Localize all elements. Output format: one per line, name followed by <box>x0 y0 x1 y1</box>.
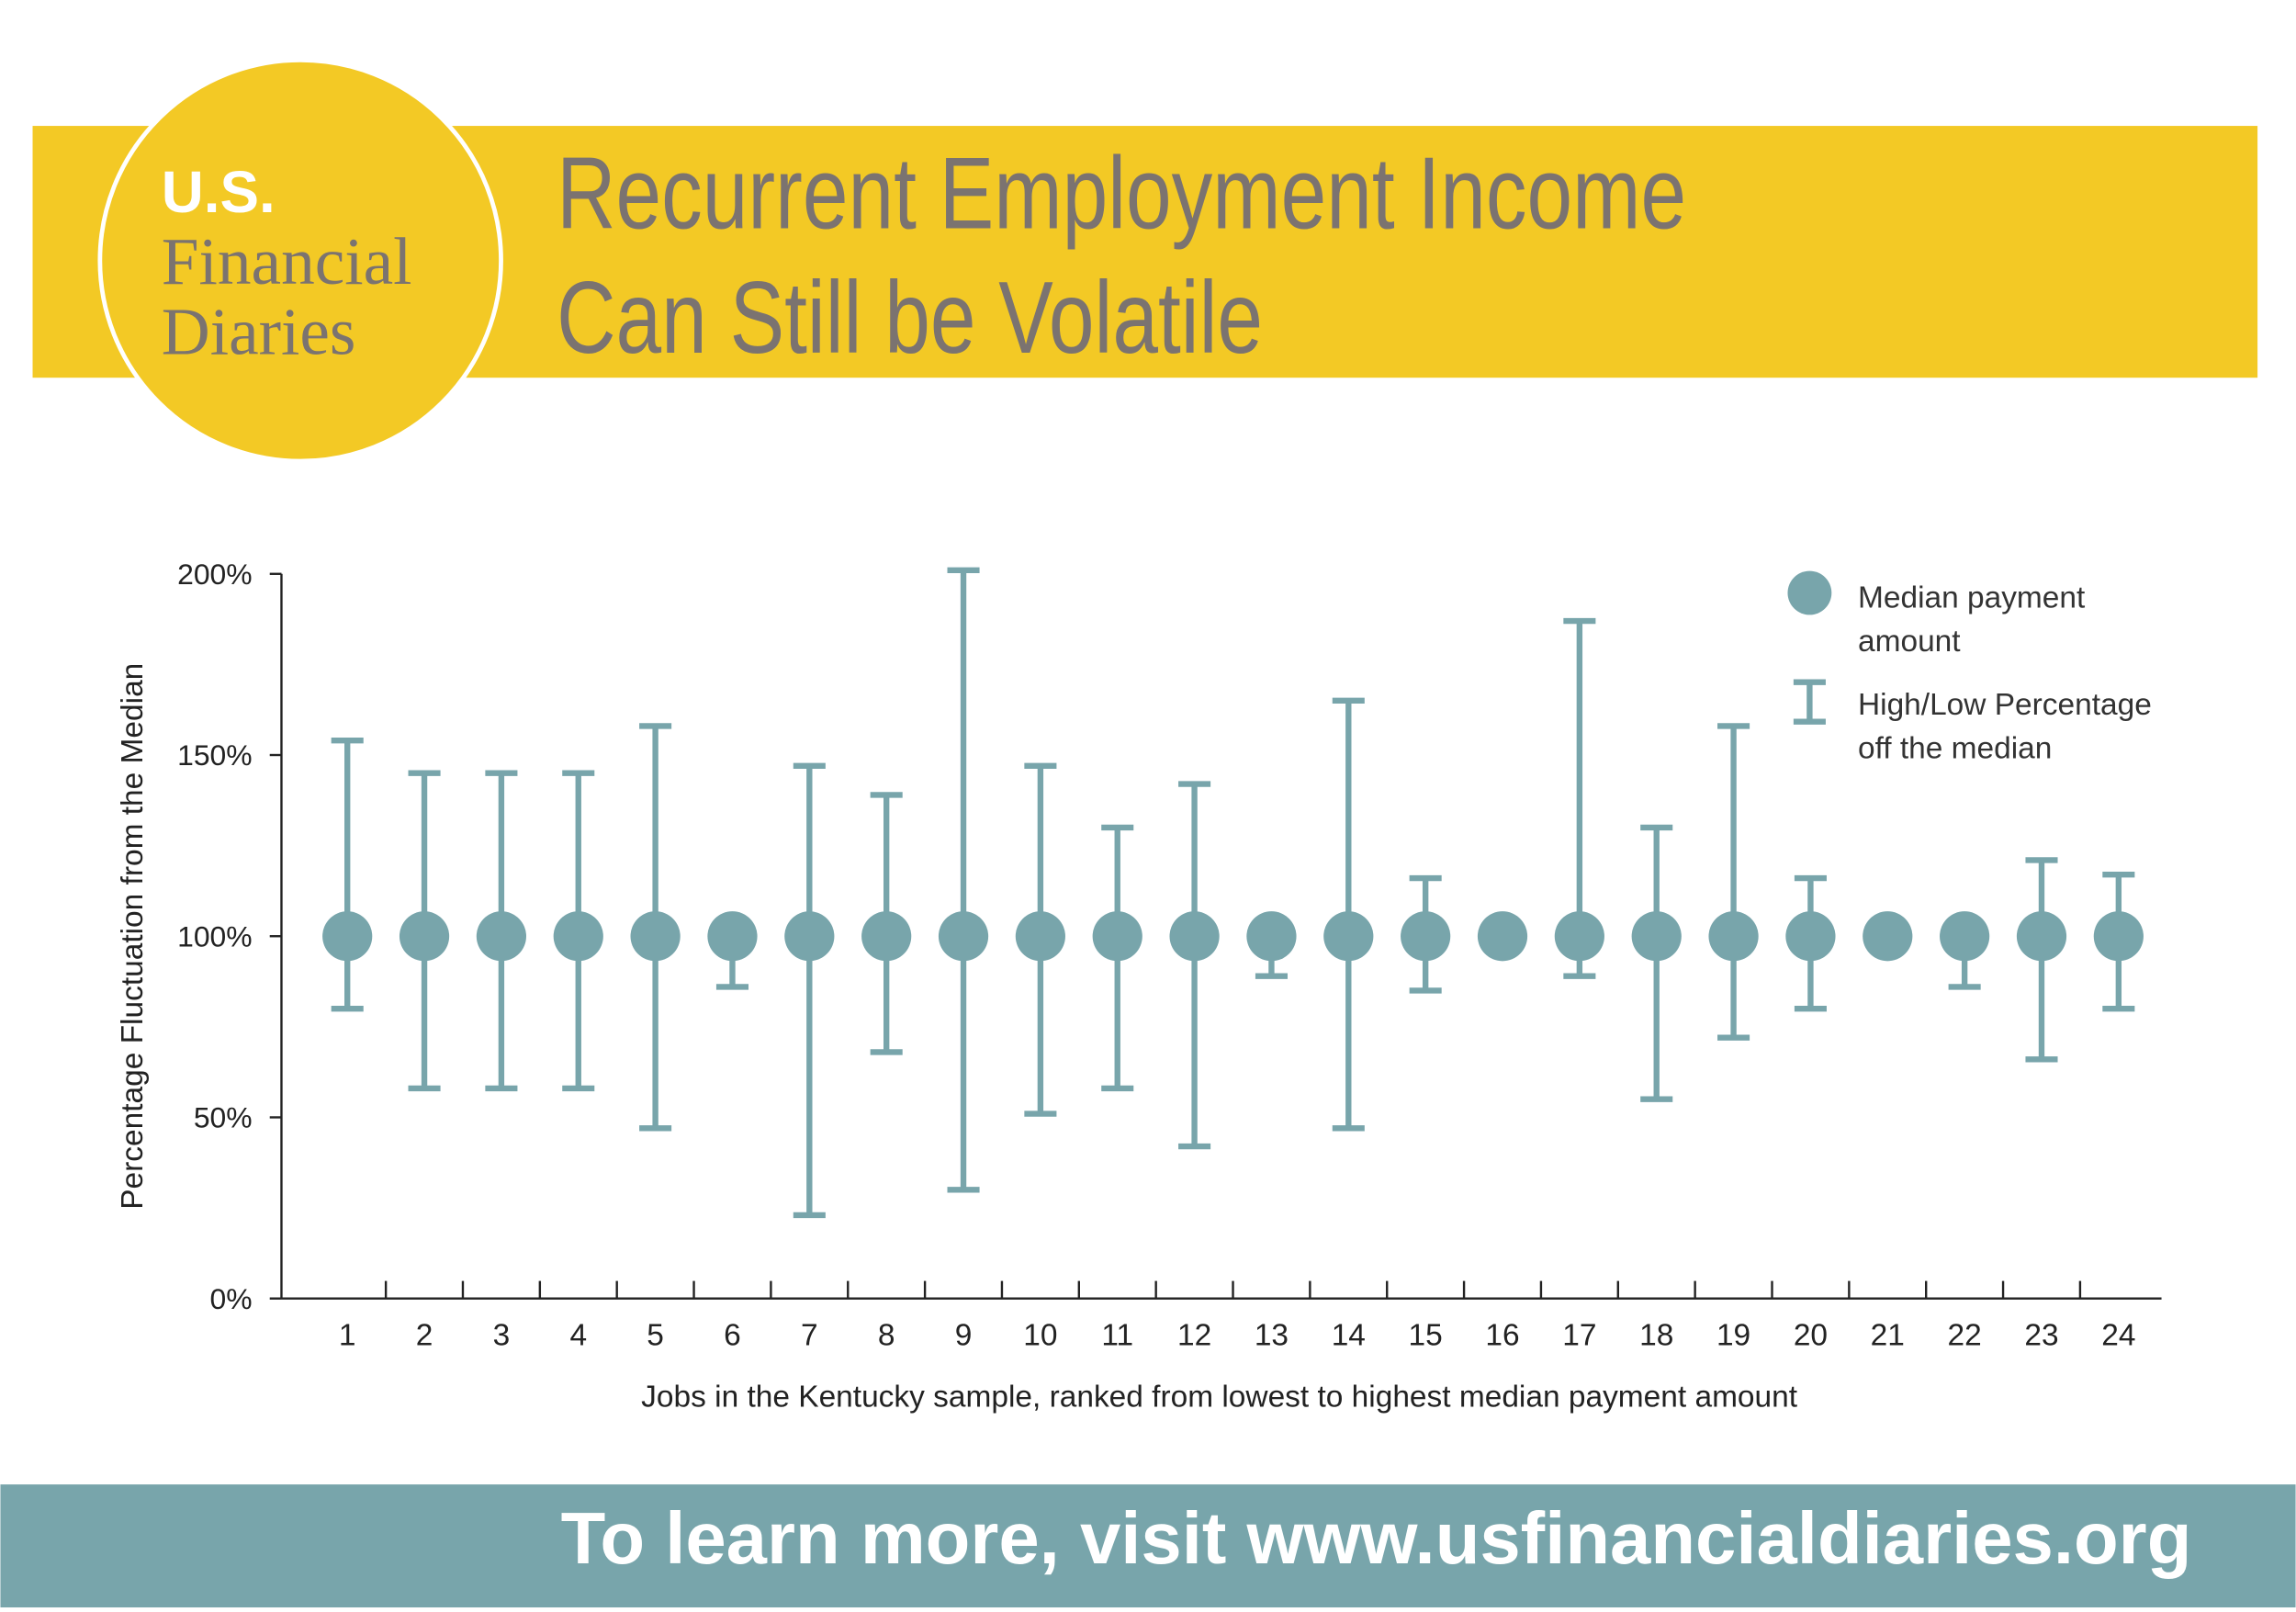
median-dot <box>1940 911 1990 962</box>
x-axis-label: Jobs in the Kentucky sample, ranked from… <box>641 1381 1798 1415</box>
median-dot <box>861 911 912 962</box>
y-tick-label: 150% <box>177 738 252 772</box>
x-tick-label: 10 <box>1023 1319 1057 1353</box>
median-dot <box>399 911 450 962</box>
median-dot <box>1246 911 1297 962</box>
x-tick-label: 19 <box>1716 1319 1750 1353</box>
median-dot <box>1092 911 1142 962</box>
x-tick-label: 5 <box>647 1319 664 1353</box>
median-dot <box>630 911 681 962</box>
median-dot <box>784 911 835 962</box>
x-tick-label: 17 <box>1562 1319 1596 1353</box>
x-tick-label: 6 <box>724 1319 741 1353</box>
median-dot <box>1015 911 1065 962</box>
x-tick-label: 9 <box>955 1319 973 1353</box>
x-tick-label: 11 <box>1101 1319 1133 1353</box>
median-dot <box>2016 911 2067 962</box>
legend-label: Median payment <box>1858 581 2086 614</box>
x-tick-label: 23 <box>2024 1319 2058 1353</box>
median-dot <box>1708 911 1759 962</box>
median-dot <box>1554 911 1604 962</box>
legend-label: amount <box>1858 625 1961 659</box>
median-dot <box>1785 911 1836 962</box>
median-dot <box>476 911 527 962</box>
legend-dot <box>1787 570 1832 615</box>
x-tick-label: 2 <box>416 1319 433 1353</box>
median-dot <box>707 911 758 962</box>
x-tick-label: 7 <box>801 1319 818 1353</box>
logo-circle <box>97 57 503 464</box>
median-dot <box>1401 911 1451 962</box>
median-dot <box>1477 911 1528 962</box>
legend-label: off the median <box>1858 732 2052 766</box>
x-tick-label: 24 <box>2101 1319 2135 1353</box>
x-tick-label: 1 <box>339 1319 356 1353</box>
x-tick-label: 14 <box>1332 1319 1366 1353</box>
median-dot <box>1323 911 1374 962</box>
median-dot <box>322 911 373 962</box>
x-tick-label: 21 <box>1871 1319 1905 1353</box>
y-tick-label: 100% <box>177 919 252 953</box>
median-dot <box>1169 911 1220 962</box>
logo-text: U.S. <box>162 159 276 225</box>
legend: Median payment amount High/Low Percentage o… <box>1787 570 2152 766</box>
y-tick-label: 0% <box>210 1282 253 1315</box>
x-tick-label: 15 <box>1409 1319 1443 1353</box>
x-tick-label: 3 <box>493 1319 511 1353</box>
footer-band <box>0 1484 2296 1607</box>
x-tick-label: 12 <box>1177 1319 1211 1353</box>
logo-text: Financial <box>162 224 412 299</box>
median-dot <box>1863 911 1913 962</box>
median-dot <box>2093 911 2144 962</box>
x-tick-label: 13 <box>1255 1319 1289 1353</box>
x-tick-label: 8 <box>878 1319 895 1353</box>
x-tick-label: 4 <box>569 1319 587 1353</box>
footer-text: To learn more, visit www.usfinancialdiar… <box>561 1497 2192 1579</box>
median-dot <box>553 911 603 962</box>
chart: 0% 50% 100% 150% 200% Percentage Fluctuation … <box>116 558 2162 1415</box>
y-tick-label: 200% <box>177 558 252 591</box>
x-tick-label: 16 <box>1485 1319 1519 1353</box>
x-tick-label: 22 <box>1948 1319 1982 1353</box>
logo-text: Diaries <box>162 295 356 369</box>
title: Recurrent Employment Income <box>557 137 1686 251</box>
median-dot <box>1631 911 1682 962</box>
x-tick-label: 18 <box>1639 1319 1673 1353</box>
median-dot <box>938 911 989 962</box>
y-axis-label: Percentage Fluctuation from the Median <box>116 663 150 1210</box>
legend-label: High/Low Percentage <box>1858 688 2152 722</box>
y-tick-label: 50% <box>194 1101 253 1134</box>
x-tick-label: 20 <box>1794 1319 1828 1353</box>
title: Can Still be Volatile <box>557 262 1263 376</box>
